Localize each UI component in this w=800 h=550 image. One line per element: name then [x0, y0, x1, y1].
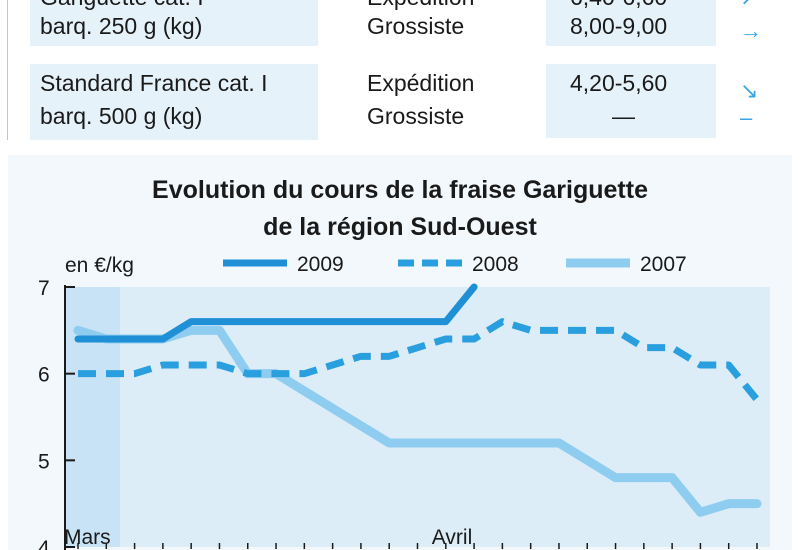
- price-cell-bg: [546, 0, 716, 46]
- legend-label-2007: 2007: [640, 253, 687, 276]
- product-packaging: barq. 250 g (kg): [40, 13, 203, 39]
- table-left-rule: [7, 0, 8, 140]
- price-range: 4,20-5,60: [570, 70, 668, 96]
- plot-area: [65, 287, 770, 547]
- product-cell-bg: [30, 0, 318, 46]
- market-label: Expédition: [367, 70, 475, 96]
- market-label: Grossiste: [367, 13, 465, 39]
- series-line-2009: [74, 283, 478, 343]
- product-name: Gariguette cat. I: [40, 0, 204, 14]
- y-ticks: 4 5 6 7: [38, 277, 75, 550]
- series-layer: [73, 283, 762, 517]
- y-tick-label: 7: [38, 277, 50, 300]
- month-label: Avril: [432, 526, 472, 549]
- trend-down-icon: ↘: [740, 78, 759, 103]
- y-tick-label: 6: [38, 364, 50, 387]
- month-label: Mars: [64, 526, 111, 549]
- chart-title-line2: de la région Sud-Ouest: [263, 213, 537, 241]
- trend-flat-icon: –: [740, 105, 753, 130]
- x-ticks: [77, 543, 758, 549]
- y-tick-label: 4: [38, 537, 50, 550]
- chart-panel: Evolution du cours de la fraise Gariguet…: [8, 155, 792, 550]
- market-label: Expédition: [367, 0, 474, 14]
- price-range: 6,40-6,60: [570, 0, 667, 14]
- product-name: Standard France cat. I: [40, 70, 268, 96]
- trend-flat-icon: →: [740, 18, 762, 43]
- price-table: Gariguette cat. I barq. 250 g (kg) Expéd…: [0, 0, 800, 148]
- line-chart: Evolution du cours de la fraise Gariguet…: [38, 176, 770, 550]
- month-labels: Mars Avril: [64, 526, 472, 549]
- series-line-2008: [78, 318, 760, 402]
- legend-label-2008: 2008: [472, 253, 519, 276]
- market-label: Grossiste: [367, 103, 465, 129]
- price-range: —: [612, 103, 635, 129]
- price-cell-bg: [546, 64, 716, 138]
- y-axis-unit-label: en €/kg: [65, 254, 134, 277]
- trend-up-icon: ↗: [740, 0, 758, 14]
- chart-legend: 2009 2008 2007: [223, 253, 687, 276]
- legend-label-2009: 2009: [297, 253, 344, 276]
- price-range: 8,00-9,00: [570, 13, 668, 39]
- y-tick-label: 5: [38, 450, 50, 473]
- series-line-2007: [73, 325, 762, 517]
- product-cell-bg: [30, 64, 318, 140]
- product-packaging: barq. 500 g (kg): [40, 103, 203, 129]
- mars-band: [65, 287, 120, 547]
- chart-title-line1: Evolution du cours de la fraise Gariguet…: [152, 176, 648, 204]
